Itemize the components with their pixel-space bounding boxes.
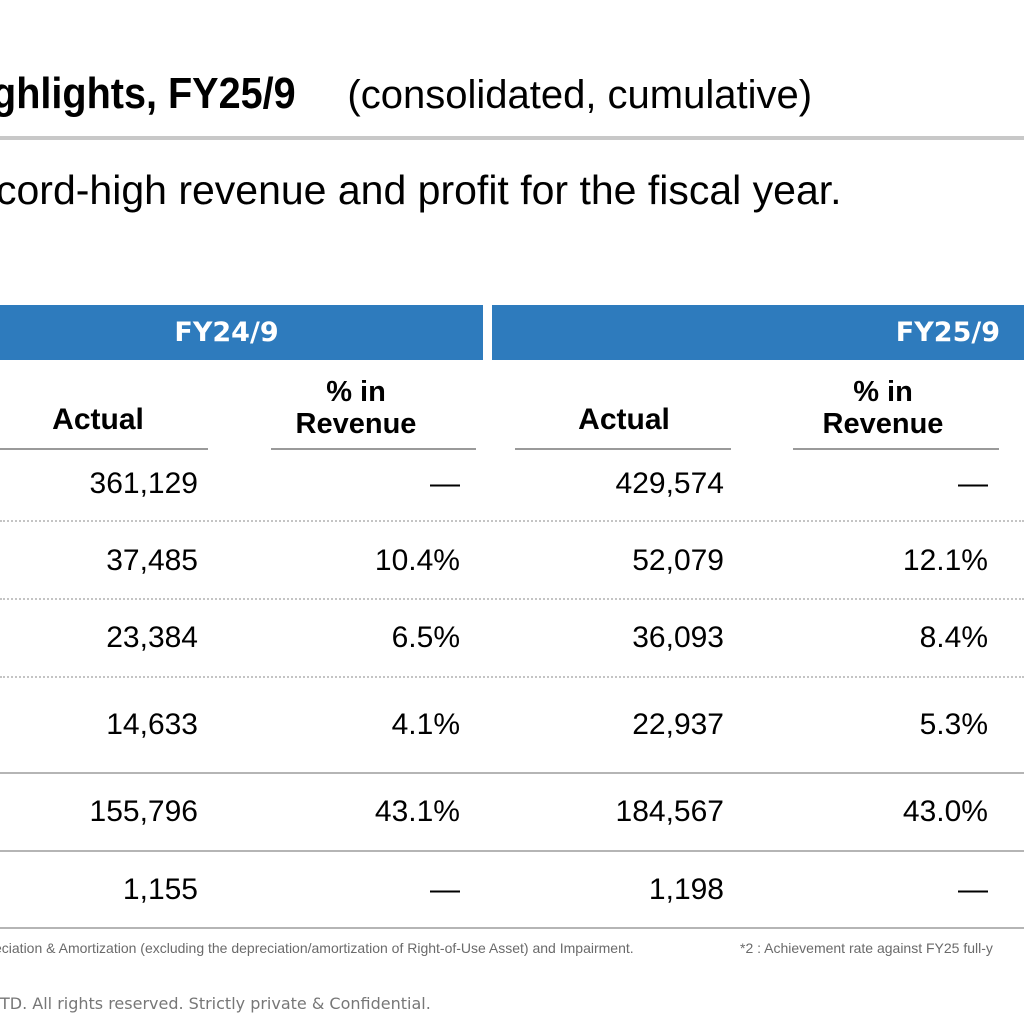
title-divider bbox=[0, 136, 1024, 140]
col-header-fy25-actual: Actual bbox=[578, 403, 670, 436]
col-header-pct-line2: Revenue bbox=[295, 408, 417, 440]
table-cell-fy24-actual: 14,633 bbox=[106, 708, 198, 741]
col-header-pct-line2: Revenue bbox=[822, 408, 944, 440]
table-cell-fy25-actual: 429,574 bbox=[615, 467, 724, 500]
table-cell-fy24-pct: — bbox=[430, 873, 460, 906]
table-cell-fy25-actual: 52,079 bbox=[632, 544, 724, 577]
table-cell-fy25-pct: 43.0% bbox=[902, 795, 988, 828]
table-cell-fy25-pct: 8.4% bbox=[919, 621, 988, 654]
col-header-pct-line1: % in bbox=[853, 376, 913, 408]
table-cell-fy25-pct: — bbox=[958, 873, 988, 906]
table-cell-fy25-actual: 184,567 bbox=[615, 795, 724, 828]
group-label-fy25: FY25/9 bbox=[895, 317, 1000, 348]
row-divider bbox=[0, 850, 1024, 852]
col-header-fy24-actual: Actual bbox=[52, 403, 144, 436]
header-underline bbox=[0, 448, 208, 450]
footnote-2: *2 : Achievement rate against FY25 full-… bbox=[740, 940, 993, 956]
table-cell-fy24-actual: 37,485 bbox=[106, 544, 198, 577]
table-cell-fy24-pct: 4.1% bbox=[391, 708, 460, 741]
table-cell-fy25-pct: 12.1% bbox=[902, 544, 988, 577]
header-underline bbox=[515, 448, 731, 450]
table-cell-fy24-pct: 6.5% bbox=[391, 621, 460, 654]
footnote-1: eciation & Amortization (excluding the d… bbox=[0, 940, 634, 956]
table-cell-fy24-actual: 155,796 bbox=[89, 795, 198, 828]
group-header-fy24: FY24/9 bbox=[0, 305, 483, 360]
row-divider bbox=[0, 676, 1024, 678]
table-cell-fy24-pct: — bbox=[430, 467, 460, 500]
slide-title: ghlights, FY25/9 (consolidated, cumulativ… bbox=[0, 62, 812, 127]
table-bottom-rule bbox=[0, 927, 1024, 929]
copyright-notice: TD. All rights reserved. Strictly privat… bbox=[0, 994, 431, 1013]
table-cell-fy24-actual: 1,155 bbox=[122, 873, 198, 906]
table-cell-fy25-actual: 22,937 bbox=[632, 708, 724, 741]
table-cell-fy25-actual: 1,198 bbox=[648, 873, 724, 906]
group-header-fy25: FY25/9 bbox=[492, 305, 1024, 360]
table-cell-fy24-pct: 10.4% bbox=[374, 544, 460, 577]
header-underline bbox=[793, 448, 999, 450]
slide-title-sub: (consolidated, cumulative) bbox=[347, 73, 813, 117]
table-cell-fy24-pct: 43.1% bbox=[374, 795, 460, 828]
row-divider bbox=[0, 520, 1024, 522]
group-label-fy24: FY24/9 bbox=[174, 317, 279, 348]
row-divider bbox=[0, 772, 1024, 774]
col-header-fy25-pct: % in Revenue bbox=[813, 376, 953, 440]
table-cell-fy25-actual: 36,093 bbox=[632, 621, 724, 654]
table-cell-fy25-pct: — bbox=[958, 467, 988, 500]
table-cell-fy24-actual: 23,384 bbox=[106, 621, 198, 654]
row-divider bbox=[0, 598, 1024, 600]
slide-title-main: ghlights, FY25/9 bbox=[0, 69, 296, 118]
headline: cord-high revenue and profit for the fis… bbox=[0, 167, 842, 213]
col-header-pct-line1: % in bbox=[326, 376, 386, 408]
col-header-fy24-pct: % in Revenue bbox=[286, 376, 426, 440]
table-cell-fy25-pct: 5.3% bbox=[919, 708, 988, 741]
header-underline bbox=[271, 448, 476, 450]
table-cell-fy24-actual: 361,129 bbox=[89, 467, 198, 500]
